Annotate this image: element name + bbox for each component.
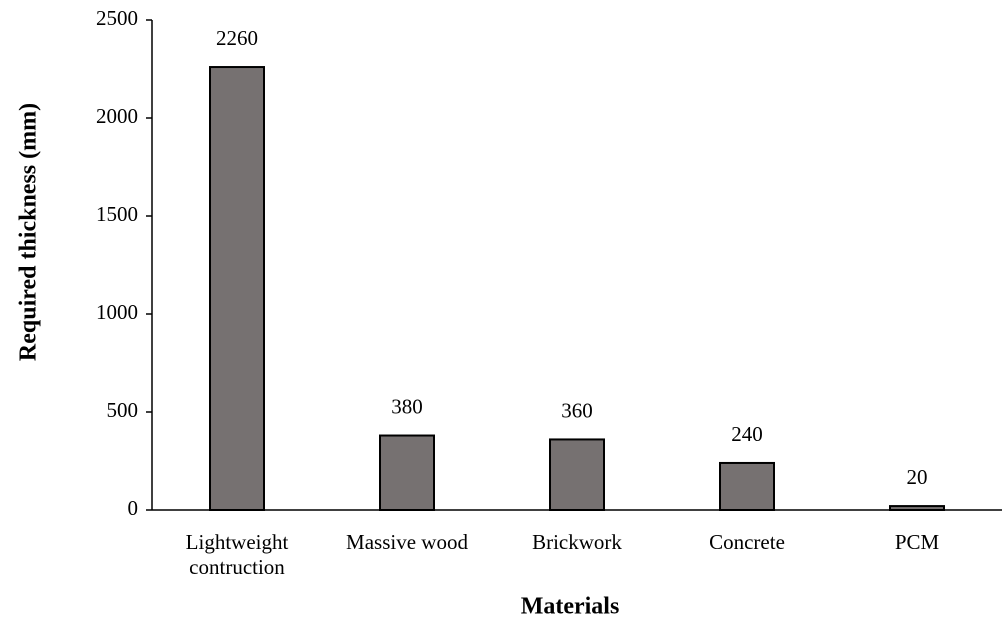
y-tick-label: 500 <box>107 398 139 422</box>
x-tick-label: Lightweight contruction <box>185 530 289 579</box>
x-tick-label: Massive wood <box>346 530 468 554</box>
data-label: 380 <box>391 394 423 418</box>
bar <box>209 66 265 511</box>
bar <box>379 434 435 511</box>
data-label: 20 <box>907 465 928 489</box>
y-axis-label: Required thickness (mm) <box>16 103 42 361</box>
x-tick-label: Concrete <box>709 530 785 554</box>
y-tick-label: 2000 <box>96 104 138 128</box>
y-tick-label: 1000 <box>96 300 138 324</box>
x-axis-label: Materials <box>521 594 620 620</box>
y-tick-label: 2500 <box>96 6 138 30</box>
bar <box>549 438 605 511</box>
data-label: 360 <box>561 398 593 422</box>
bar <box>719 461 775 511</box>
y-tick-label: 1500 <box>96 202 138 226</box>
x-tick-label: PCM <box>894 530 940 554</box>
data-label: 240 <box>731 422 763 446</box>
data-label: 2260 <box>216 26 258 50</box>
x-tick-label: Brickwork <box>532 530 622 554</box>
y-tick-label: 0 <box>128 496 139 520</box>
